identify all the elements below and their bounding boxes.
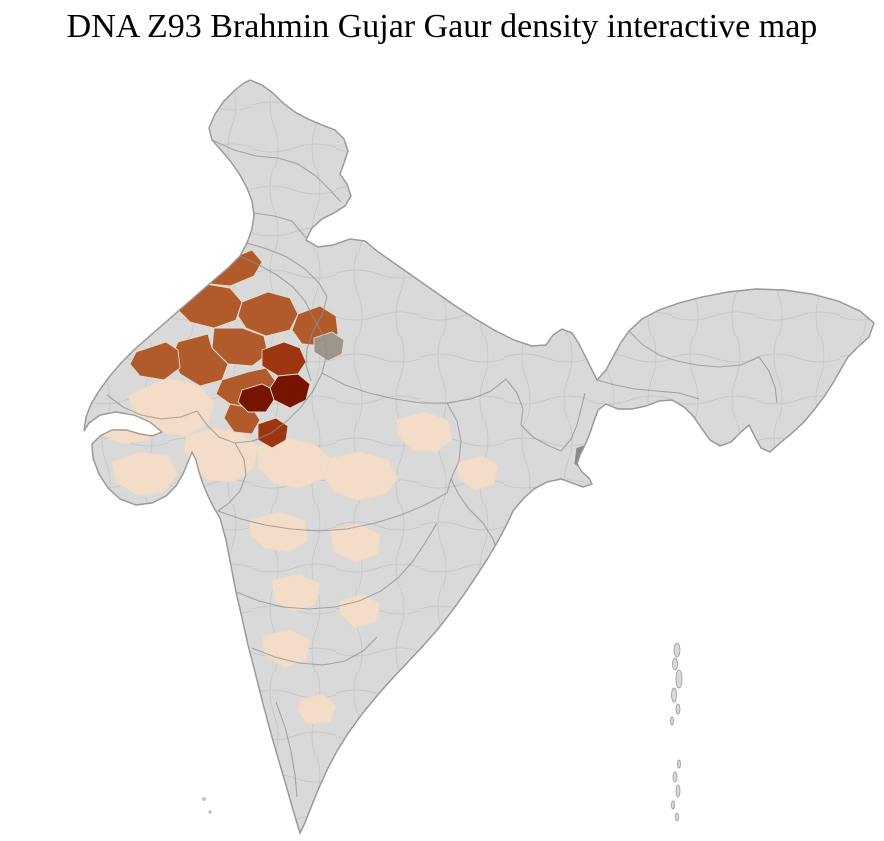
island[interactable]	[670, 716, 674, 726]
island[interactable]	[673, 642, 681, 658]
lakshadweep-islands	[202, 797, 212, 814]
island[interactable]	[671, 687, 677, 703]
island[interactable]	[675, 812, 679, 822]
district-low[interactable]	[339, 593, 381, 629]
state-border	[628, 330, 760, 368]
district-low[interactable]	[457, 455, 499, 491]
district-low[interactable]	[261, 629, 311, 669]
island[interactable]	[675, 703, 681, 715]
district-low[interactable]	[271, 573, 321, 613]
state-border	[251, 636, 378, 666]
district-low[interactable]	[111, 451, 179, 497]
state-border	[246, 242, 328, 298]
district-low[interactable]	[249, 511, 309, 553]
district-low[interactable]	[323, 451, 399, 501]
district-medium[interactable]	[129, 341, 181, 381]
districts-density-low	[95, 377, 499, 725]
state-border	[211, 139, 342, 203]
state-border	[505, 378, 562, 452]
state-border	[253, 212, 307, 239]
state-border	[235, 522, 438, 610]
island[interactable]	[675, 784, 681, 798]
island[interactable]	[675, 669, 683, 689]
island[interactable]	[672, 657, 678, 671]
district-taupe[interactable]	[313, 331, 345, 362]
andaman-nicobar-islands[interactable]	[670, 642, 683, 822]
district-low[interactable]	[395, 411, 453, 453]
island	[208, 810, 212, 814]
state-border	[446, 402, 470, 510]
state-border	[217, 478, 452, 532]
state-border	[321, 372, 507, 404]
state-border	[106, 316, 328, 444]
state-border	[305, 296, 328, 382]
state-border	[560, 392, 586, 452]
district-very-high[interactable]	[237, 383, 275, 413]
island	[202, 797, 206, 801]
density-districts	[95, 249, 603, 725]
districts-special-taupe	[313, 331, 345, 362]
page-title: DNA Z93 Brahmin Gujar Gaur density inter…	[66, 8, 818, 45]
district-medium[interactable]	[237, 291, 299, 337]
state-border	[217, 442, 247, 512]
districts-density-very-high	[237, 373, 311, 413]
district-low[interactable]	[297, 693, 337, 725]
state-borders	[106, 139, 778, 798]
island[interactable]	[671, 800, 675, 810]
state-border	[275, 701, 298, 798]
district-high[interactable]	[261, 341, 307, 377]
state-border	[596, 379, 700, 400]
island[interactable]	[672, 771, 678, 783]
state-border	[239, 255, 314, 318]
district-low[interactable]	[257, 437, 331, 489]
district-low[interactable]	[329, 523, 381, 563]
island[interactable]	[677, 759, 681, 769]
district-low[interactable]	[183, 427, 259, 483]
state-border	[758, 356, 778, 404]
